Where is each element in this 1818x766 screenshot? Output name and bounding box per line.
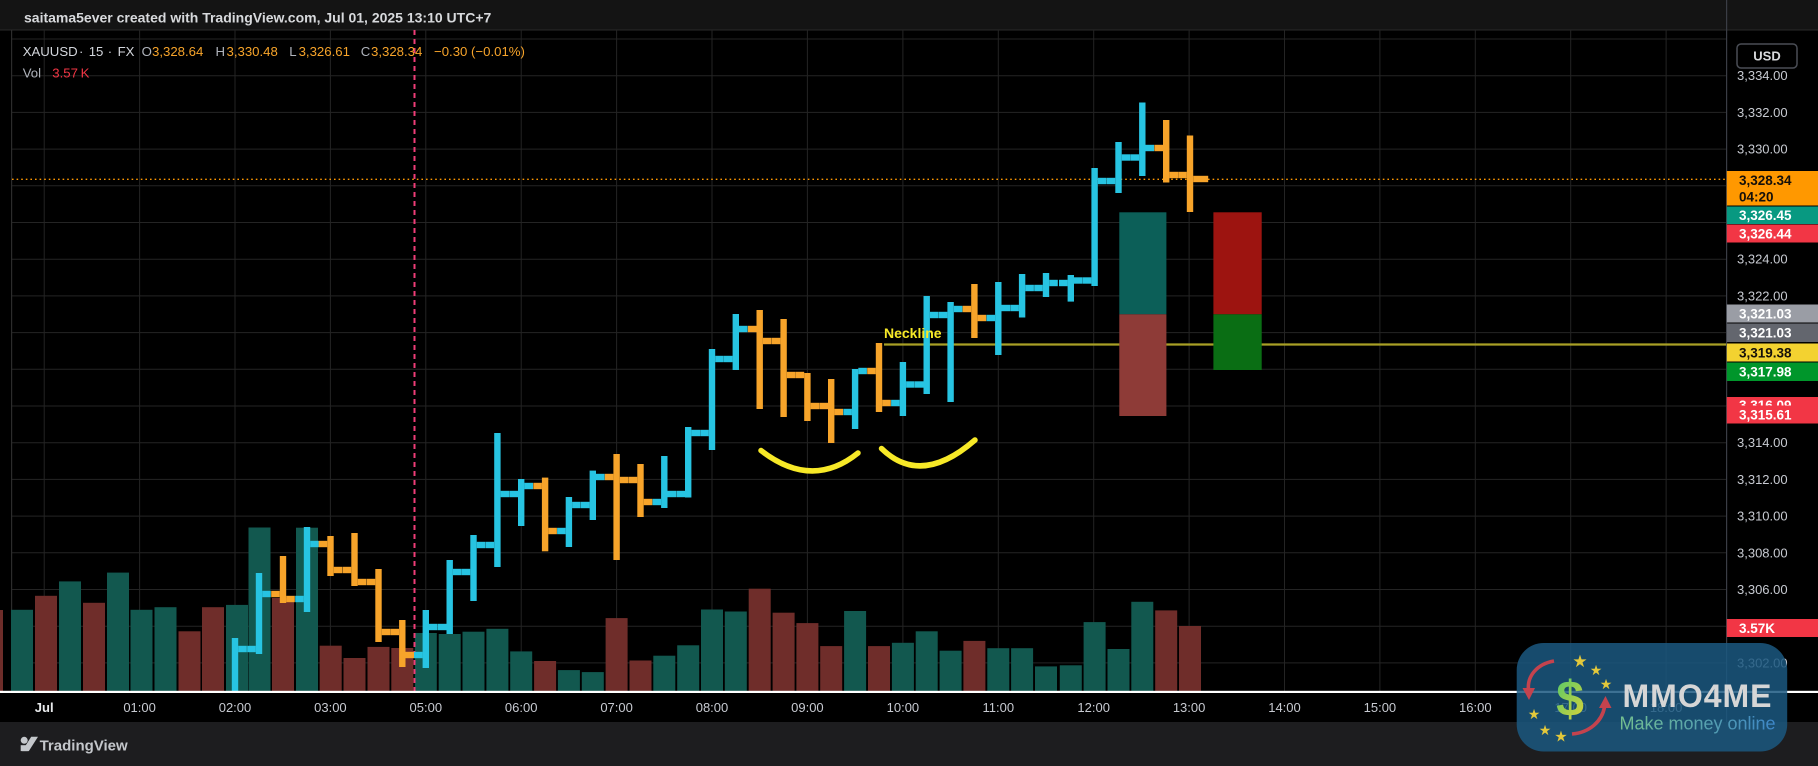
svg-text:3,328.34: 3,328.34 xyxy=(1739,173,1792,188)
svg-text:·: · xyxy=(79,44,83,59)
svg-text:04:20: 04:20 xyxy=(1739,190,1774,205)
svg-text:USD: USD xyxy=(1753,49,1780,64)
svg-text:3,308.00: 3,308.00 xyxy=(1737,545,1788,560)
svg-text:3,328.34: 3,328.34 xyxy=(371,44,422,59)
svg-text:★: ★ xyxy=(1528,706,1541,722)
svg-text:01:00: 01:00 xyxy=(123,700,156,715)
svg-text:15: 15 xyxy=(89,44,104,59)
svg-text:3,317.98: 3,317.98 xyxy=(1739,365,1792,380)
svg-text:FX: FX xyxy=(118,44,135,59)
svg-text:3,332.00: 3,332.00 xyxy=(1737,105,1788,120)
svg-text:16:00: 16:00 xyxy=(1459,700,1492,715)
svg-text:Make money online: Make money online xyxy=(1619,714,1775,734)
svg-text:3,316.09: 3,316.09 xyxy=(1739,398,1792,413)
svg-text:★: ★ xyxy=(1539,722,1552,738)
svg-text:★: ★ xyxy=(1554,728,1567,745)
svg-text:08:00: 08:00 xyxy=(696,700,729,715)
svg-text:3,315.61: 3,315.61 xyxy=(1739,407,1792,422)
svg-text:★: ★ xyxy=(1590,662,1603,678)
svg-text:3,314.00: 3,314.00 xyxy=(1737,435,1788,450)
svg-text:3,321.03: 3,321.03 xyxy=(1739,306,1792,321)
svg-text:Vol: Vol xyxy=(23,66,41,81)
svg-text:13:00: 13:00 xyxy=(1173,700,1206,715)
svg-text:3,310.00: 3,310.00 xyxy=(1737,509,1788,524)
svg-text:Neckline: Neckline xyxy=(884,325,942,341)
svg-text:09:00: 09:00 xyxy=(791,700,824,715)
svg-text:3,306.00: 3,306.00 xyxy=(1737,582,1788,597)
svg-text:3,326.44: 3,326.44 xyxy=(1739,226,1792,241)
svg-text:saitama5ever created with Trad: saitama5ever created with TradingView.co… xyxy=(24,10,491,26)
svg-text:3,322.00: 3,322.00 xyxy=(1737,288,1788,303)
svg-text:07:00: 07:00 xyxy=(600,700,633,715)
svg-text:3.57K: 3.57K xyxy=(1739,621,1775,636)
svg-text:O: O xyxy=(142,44,152,59)
svg-text:3,326.61: 3,326.61 xyxy=(299,44,350,59)
svg-text:MMO4ME: MMO4ME xyxy=(1623,678,1773,714)
svg-text:XAUUSD: XAUUSD xyxy=(23,44,78,59)
svg-text:03:00: 03:00 xyxy=(314,700,347,715)
svg-text:3,312.00: 3,312.00 xyxy=(1737,472,1788,487)
svg-text:3,326.45: 3,326.45 xyxy=(1739,208,1792,223)
svg-text:3,330.00: 3,330.00 xyxy=(1737,142,1788,157)
svg-text:·: · xyxy=(108,44,112,59)
svg-text:−0.30 (−0.01%): −0.30 (−0.01%) xyxy=(434,44,525,59)
svg-text:12:00: 12:00 xyxy=(1077,700,1110,715)
svg-text:★: ★ xyxy=(1600,676,1613,692)
svg-text:3,321.03: 3,321.03 xyxy=(1739,326,1792,341)
svg-text:3.57 K: 3.57 K xyxy=(52,66,89,81)
svg-text:05:00: 05:00 xyxy=(410,700,443,715)
svg-text:TradingView: TradingView xyxy=(40,738,128,755)
svg-text:3,334.00: 3,334.00 xyxy=(1737,68,1788,83)
svg-text:06:00: 06:00 xyxy=(505,700,538,715)
svg-text:C: C xyxy=(361,44,371,59)
svg-text:3,328.64: 3,328.64 xyxy=(152,44,203,59)
svg-text:02:00: 02:00 xyxy=(219,700,252,715)
svg-text:11:00: 11:00 xyxy=(983,700,1015,715)
svg-text:H: H xyxy=(216,44,226,59)
svg-text:L: L xyxy=(289,44,296,59)
svg-text:3,330.48: 3,330.48 xyxy=(227,44,278,59)
svg-text:14:00: 14:00 xyxy=(1268,700,1301,715)
svg-text:10:00: 10:00 xyxy=(887,700,920,715)
svg-text:15:00: 15:00 xyxy=(1364,700,1397,715)
svg-text:$: $ xyxy=(1556,671,1584,727)
svg-text:Jul: Jul xyxy=(35,700,54,715)
svg-text:3,319.38: 3,319.38 xyxy=(1739,345,1792,360)
svg-text:★: ★ xyxy=(1572,652,1587,671)
svg-text:3,324.00: 3,324.00 xyxy=(1737,252,1788,267)
